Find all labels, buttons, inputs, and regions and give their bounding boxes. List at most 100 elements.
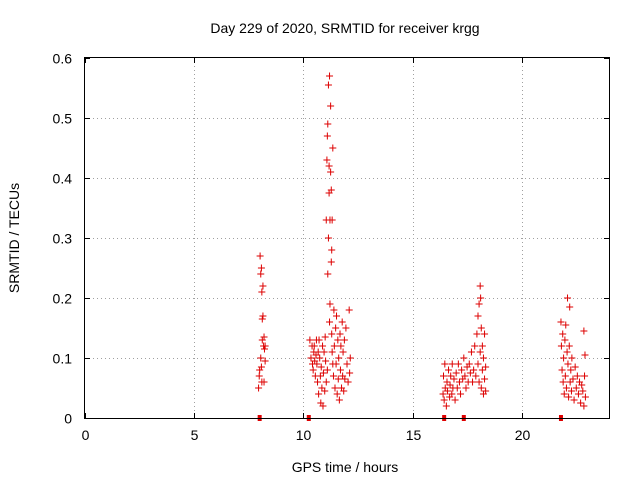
data-point [580,402,588,410]
data-point [256,252,264,260]
x-tick-label: 5 [191,427,199,443]
data-point [569,375,577,383]
data-point [482,387,490,395]
data-point [461,372,469,380]
data-point [481,330,489,338]
data-point [257,270,265,278]
data-point [562,321,570,329]
data-point [333,390,341,398]
data-point [475,378,483,386]
data-point [324,81,332,89]
data-point [581,372,589,380]
data-point [261,357,269,365]
data-point [465,360,473,368]
data-point [474,312,482,320]
data-point [258,336,266,344]
data-point [476,282,484,290]
data-point [478,342,486,350]
data-point [451,396,459,404]
data-point [564,294,572,302]
data-point [565,342,573,350]
data-point [258,315,266,323]
data-point [326,72,334,80]
y-tick-label: 0.2 [53,291,73,307]
data-point [460,354,468,362]
data-point [471,342,479,350]
x-tick-label: 20 [515,427,531,443]
data-point [560,354,568,362]
data-point [557,318,565,326]
data-point [577,399,585,407]
data-point [344,378,352,386]
data-point [330,342,338,350]
data-points [255,72,589,421]
data-point [567,366,575,374]
data-point [329,372,337,380]
y-tick-label: 0 [64,411,72,427]
data-point [320,348,328,356]
data-point [571,363,579,371]
data-point [477,324,485,332]
data-point [328,330,336,338]
data-point [457,390,465,398]
data-point [335,354,343,362]
x-tick-label: 0 [82,427,90,443]
y-tick-label: 0.3 [53,231,73,247]
data-point [343,360,351,368]
data-point [346,354,354,362]
data-point [565,393,573,401]
data-point [341,375,349,383]
data-point [560,390,568,398]
data-point [316,372,324,380]
data-point [315,336,323,344]
data-point [443,387,451,395]
data-point [328,348,336,356]
data-point [559,330,567,338]
data-point [477,384,485,392]
data-point [475,300,483,308]
data-point [259,312,267,320]
data-point [260,345,268,353]
data-point [448,390,456,398]
data-point [443,378,451,386]
data-point [479,354,487,362]
data-point [257,354,265,362]
data-point [334,375,342,383]
data-point [446,381,454,389]
data-point [442,402,450,410]
data-point [328,246,336,254]
data-point [466,369,474,377]
data-point [335,396,343,404]
data-point [470,366,478,374]
x-axis-label: GPS time / hours [292,459,399,475]
data-point [559,378,567,386]
data-point [573,372,581,380]
data-point [561,372,569,380]
data-point [331,384,339,392]
data-point [306,336,314,344]
data-point [342,324,350,332]
data-point [566,378,574,386]
data-point [260,378,268,386]
data-point [310,342,318,350]
y-tick-label: 0.6 [53,51,73,67]
data-point [261,342,269,350]
data-point [561,336,569,344]
data-point [325,162,333,170]
data-point [314,348,322,356]
data-point [307,354,315,362]
data-point [563,348,571,356]
data-point [454,360,462,368]
data-point [439,390,447,398]
data-point [472,372,480,380]
data-point [340,387,348,395]
grid [85,58,609,418]
data-point [324,270,332,278]
data-point [567,387,575,395]
y-tick-label: 0.5 [53,111,73,127]
data-point [324,120,332,128]
data-point [469,378,477,386]
data-point [467,348,475,356]
chart-title: Day 229 of 2020, SRMTID for receiver krg… [210,20,479,36]
